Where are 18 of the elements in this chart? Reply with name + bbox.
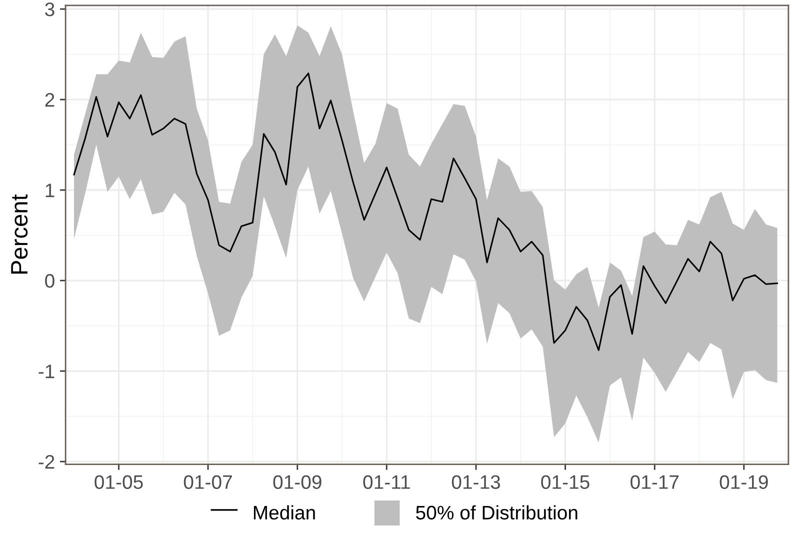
line-series	[73, 72, 778, 351]
y-tick-label: 0	[45, 274, 54, 288]
x-tick-label: 01-07	[184, 475, 232, 489]
y-axis-title: Percent	[11, 194, 28, 274]
legend-label: Median	[254, 505, 315, 520]
y-tick-label: 3	[45, 2, 54, 16]
x-tick-label: 01-17	[630, 475, 679, 489]
y-tick-label: -1	[38, 364, 54, 378]
y-tick-label: 2	[45, 93, 54, 107]
y-tick-label: -2	[38, 455, 54, 469]
y-tick-label: 1	[46, 184, 54, 198]
x-tick-label: 01-11	[363, 475, 410, 489]
text: 50% of Distribution	[416, 505, 578, 520]
x-tick-label: 01-19	[720, 475, 768, 489]
x-tick-label: 01-05	[94, 475, 143, 489]
x-tick-label: 01-09	[273, 475, 322, 489]
x-tick-label: 01-15	[541, 475, 590, 489]
x-tick-label: 01-13	[452, 475, 500, 489]
